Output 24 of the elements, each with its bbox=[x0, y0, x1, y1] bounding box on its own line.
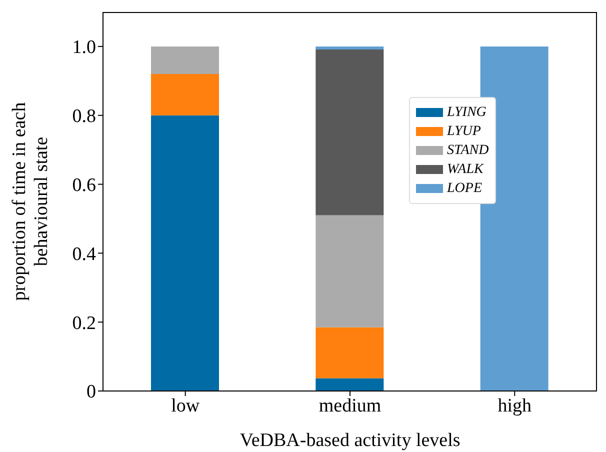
y-tick-label: 0.4 bbox=[72, 244, 96, 265]
bar bbox=[316, 46, 384, 50]
legend-label: LYING bbox=[447, 104, 486, 122]
y-tick-label: 0 bbox=[86, 382, 96, 403]
bar bbox=[316, 50, 384, 216]
legend-label: WALK bbox=[447, 161, 484, 179]
y-tick-label: 0.8 bbox=[72, 106, 96, 128]
bar bbox=[316, 327, 384, 378]
x-axis-title: VeDBA-based activity levels bbox=[240, 430, 460, 451]
legend-label: LYUP bbox=[447, 123, 481, 141]
legend-label: STAND bbox=[447, 142, 489, 160]
y-tick-label: 1.0 bbox=[72, 37, 96, 58]
bar bbox=[151, 46, 219, 74]
bar bbox=[151, 115, 219, 391]
bar bbox=[151, 74, 219, 116]
y-axis-title: proportion of time in each behavioural state bbox=[9, 102, 52, 301]
x-tick-label: high bbox=[498, 395, 532, 416]
y-tick-label: 0.2 bbox=[72, 312, 96, 334]
bar bbox=[316, 378, 384, 391]
bar bbox=[316, 215, 384, 328]
y-tick-label: 0.6 bbox=[72, 175, 96, 196]
x-tick-label: low bbox=[171, 395, 200, 416]
legend-label: LOPE bbox=[447, 180, 482, 198]
x-tick-label: medium bbox=[318, 395, 382, 416]
